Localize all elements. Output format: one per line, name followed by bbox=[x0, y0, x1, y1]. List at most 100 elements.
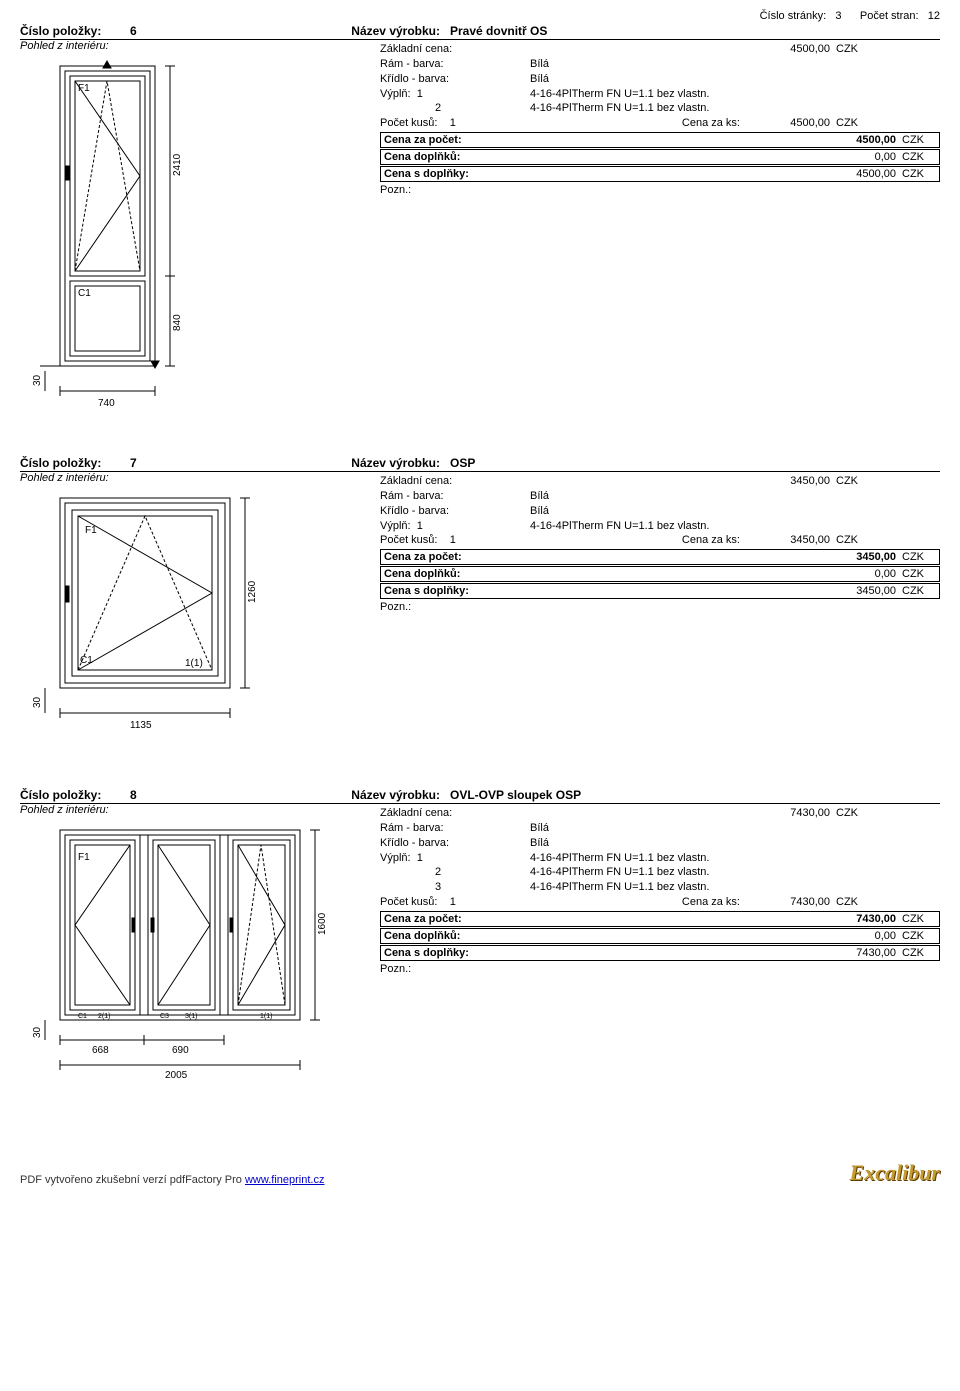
info-col: Základní cena: 3450,00 CZK Rám - barva: … bbox=[380, 472, 940, 748]
pohled-label: Pohled z interiéru: bbox=[20, 472, 360, 484]
dim-offset: 30 bbox=[32, 696, 43, 708]
pohled-label: Pohled z interiéru: bbox=[20, 804, 360, 816]
price-with-addons-label: Cena s doplňky: bbox=[384, 168, 806, 180]
fill-idx: 3 bbox=[380, 880, 530, 895]
kridlo-color: Bílá bbox=[530, 72, 740, 87]
item-block: Číslo položky: 7 Název výrobku: OSP Pohl… bbox=[20, 456, 940, 748]
price-addons: 0,00 bbox=[806, 151, 896, 163]
qty-label: Počet kusů: bbox=[380, 117, 437, 129]
dim-w1: 668 bbox=[92, 1045, 109, 1056]
kridlo-label: Křídlo - barva: bbox=[380, 72, 530, 87]
base-price-label: Základní cena: bbox=[380, 42, 530, 57]
currency: CZK bbox=[896, 151, 936, 163]
footer-text: PDF vytvořeno zkušební verzí pdfFactory … bbox=[20, 1174, 242, 1186]
base-price: 3450,00 bbox=[740, 474, 830, 489]
diagram-label: F1 bbox=[78, 852, 90, 863]
diagram-label: 2(1) bbox=[98, 1013, 110, 1020]
base-price-label: Základní cena: bbox=[380, 474, 530, 489]
ram-label: Rám - barva: bbox=[380, 489, 530, 504]
price-with-addons: 4500,00 bbox=[806, 168, 896, 180]
info-col: Základní cena: 4500,00 CZK Rám - barva: … bbox=[380, 40, 940, 416]
info-col: Základní cena: 7430,00 CZK Rám - barva: … bbox=[380, 804, 940, 1100]
price-per-label: Cena za ks: bbox=[682, 534, 740, 546]
ram-color: Bílá bbox=[530, 57, 740, 72]
dim-height: 1260 bbox=[247, 580, 258, 603]
base-price: 7430,00 bbox=[740, 806, 830, 821]
price-per-label: Cena za ks: bbox=[682, 896, 740, 908]
fill-idx: 1 bbox=[417, 520, 423, 532]
product-name: Pravé dovnitř OS bbox=[450, 24, 940, 38]
dim-offset: 30 bbox=[32, 374, 43, 386]
price-total-box: Cena za počet: 4500,00 CZK bbox=[380, 132, 940, 148]
page-num: 3 bbox=[835, 10, 841, 22]
diagram-label: C3 bbox=[160, 1013, 169, 1020]
price-addons-label: Cena doplňků: bbox=[384, 930, 806, 942]
qty-label: Počet kusů: bbox=[380, 896, 437, 908]
price-with-addons-box: Cena s doplňky: 3450,00 CZK bbox=[380, 583, 940, 599]
currency: CZK bbox=[896, 551, 936, 563]
diagram-label: 1(1) bbox=[260, 1013, 272, 1020]
fill-spec: 4-16-4PlTherm FN U=1.1 bez vlastn. bbox=[530, 851, 740, 866]
dim-height-top: 2410 bbox=[172, 153, 183, 176]
price-with-addons-label: Cena s doplňky: bbox=[384, 585, 806, 597]
pohled-label: Pohled z interiéru: bbox=[20, 40, 360, 52]
currency: CZK bbox=[896, 585, 936, 597]
price-with-addons-box: Cena s doplňky: 7430,00 CZK bbox=[380, 945, 940, 961]
pozn-label: Pozn.: bbox=[380, 963, 940, 975]
window-diagram: F1 C1 1(1) 1260 1135 30 bbox=[20, 488, 280, 748]
item-block: Číslo položky: 8 Název výrobku: OVL-OVP … bbox=[20, 788, 940, 1100]
kridlo-color: Bílá bbox=[530, 504, 740, 519]
vypln-label: Výplň: bbox=[380, 520, 411, 532]
price-addons: 0,00 bbox=[806, 568, 896, 580]
dim-height-bottom: 840 bbox=[172, 314, 183, 331]
price-with-addons-box: Cena s doplňky: 4500,00 CZK bbox=[380, 166, 940, 182]
page-header: Číslo stránky: 3 Počet stran: 12 bbox=[20, 10, 940, 22]
product-name-label: Název výrobku: bbox=[190, 456, 450, 470]
vypln-label: Výplň: bbox=[380, 852, 411, 864]
price-per: 4500,00 bbox=[740, 116, 830, 131]
item-no-label: Číslo položky: bbox=[20, 24, 130, 38]
price-total-box: Cena za počet: 7430,00 CZK bbox=[380, 911, 940, 927]
currency: CZK bbox=[830, 895, 870, 910]
price-total-label: Cena za počet: bbox=[384, 134, 806, 146]
dim-width: 740 bbox=[98, 398, 115, 409]
price-per-label: Cena za ks: bbox=[682, 117, 740, 129]
page-total-label: Počet stran: bbox=[860, 10, 919, 22]
footer-link[interactable]: www.fineprint.cz bbox=[245, 1174, 324, 1186]
currency: CZK bbox=[830, 533, 870, 548]
item-no-label: Číslo položky: bbox=[20, 456, 130, 470]
item-block: Číslo položky: 6 Název výrobku: Pravé do… bbox=[20, 24, 940, 416]
price-with-addons: 3450,00 bbox=[806, 585, 896, 597]
base-price: 4500,00 bbox=[740, 42, 830, 57]
base-price-label: Základní cena: bbox=[380, 806, 530, 821]
ram-color: Bílá bbox=[530, 489, 740, 504]
ram-label: Rám - barva: bbox=[380, 821, 530, 836]
logo: Excalibur bbox=[850, 1160, 940, 1186]
fill-idx: 1 bbox=[417, 852, 423, 864]
pozn-label: Pozn.: bbox=[380, 184, 940, 196]
dim-w2: 690 bbox=[172, 1045, 189, 1056]
price-per: 3450,00 bbox=[740, 533, 830, 548]
currency: CZK bbox=[896, 568, 936, 580]
diagram-label: C1 bbox=[78, 1013, 87, 1020]
ram-label: Rám - barva: bbox=[380, 57, 530, 72]
footer: PDF vytvořeno zkušební verzí pdfFactory … bbox=[20, 1160, 940, 1186]
price-total: 7430,00 bbox=[806, 913, 896, 925]
price-total-box: Cena za počet: 3450,00 CZK bbox=[380, 549, 940, 565]
item-no-label: Číslo položky: bbox=[20, 788, 130, 802]
price-total: 3450,00 bbox=[806, 551, 896, 563]
diagram-label: F1 bbox=[85, 525, 97, 536]
diagram-label: 1(1) bbox=[185, 658, 203, 669]
fill-spec: 4-16-4PlTherm FN U=1.1 bez vlastn. bbox=[530, 101, 740, 116]
product-name: OSP bbox=[450, 456, 940, 470]
price-total-label: Cena za počet: bbox=[384, 551, 806, 563]
price-addons-label: Cena doplňků: bbox=[384, 568, 806, 580]
item-no: 7 bbox=[130, 456, 190, 470]
diagram-label: F1 bbox=[78, 83, 90, 94]
fill-spec: 4-16-4PlTherm FN U=1.1 bez vlastn. bbox=[530, 87, 740, 102]
fill-idx: 2 bbox=[380, 865, 530, 880]
price-total-label: Cena za počet: bbox=[384, 913, 806, 925]
qty: 1 bbox=[450, 896, 456, 908]
price-per: 7430,00 bbox=[740, 895, 830, 910]
price-addons-box: Cena doplňků: 0,00 CZK bbox=[380, 928, 940, 944]
